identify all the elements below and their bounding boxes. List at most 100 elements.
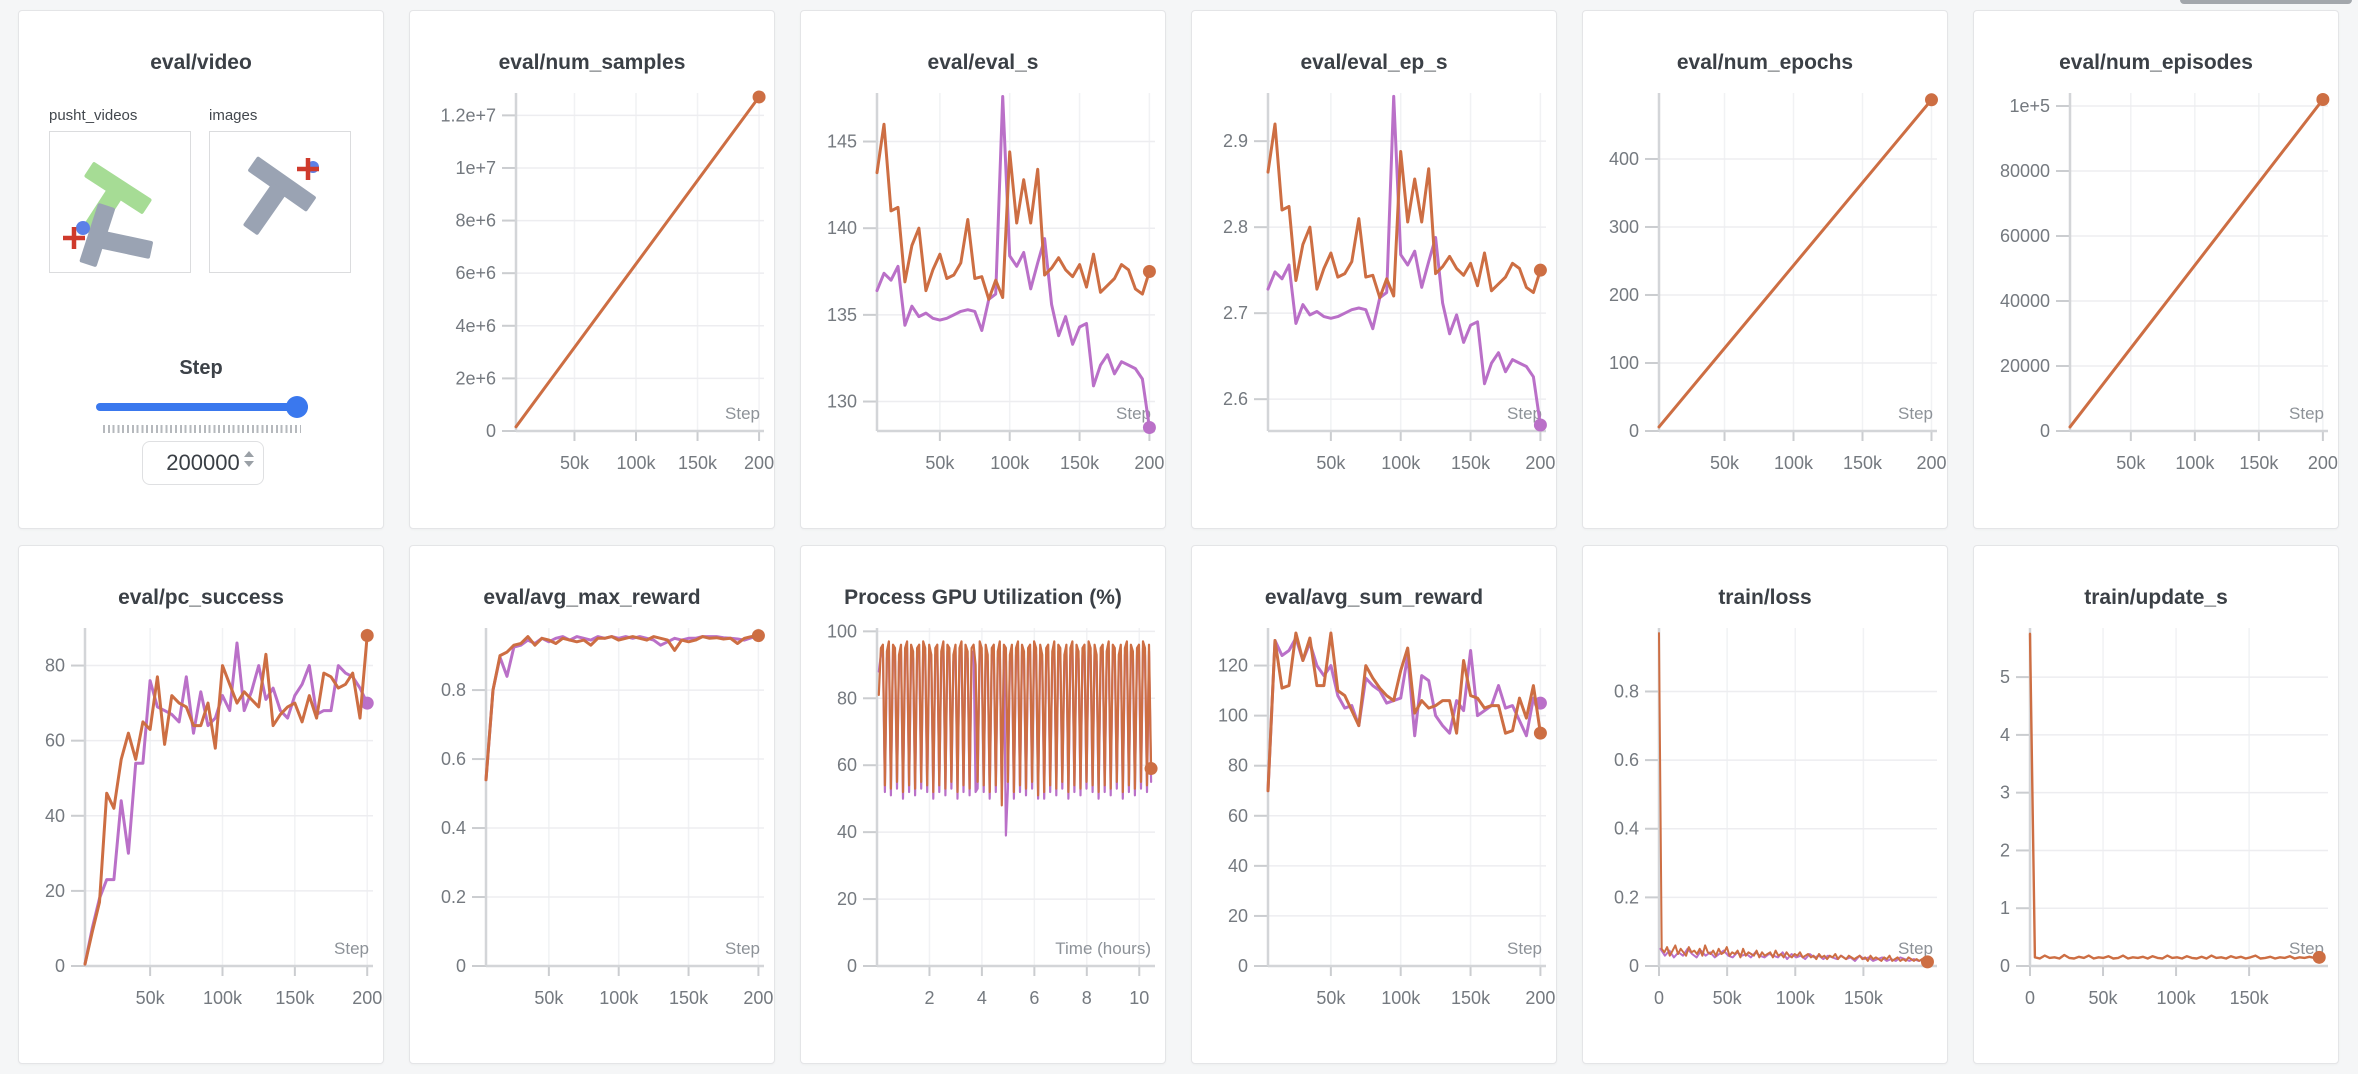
svg-text:100: 100 — [1609, 353, 1639, 373]
svg-text:80: 80 — [45, 656, 65, 676]
increment-icon[interactable] — [244, 451, 254, 457]
svg-text:300: 300 — [1609, 217, 1639, 237]
media-pusht-videos[interactable]: pusht_videos — [49, 107, 191, 273]
svg-text:80: 80 — [837, 688, 857, 708]
pusht-video-thumbnail[interactable] — [49, 131, 191, 273]
panel-eval-video[interactable]: eval/video pusht_videos images — [18, 10, 384, 529]
chart-title: eval/num_episodes — [2059, 51, 2253, 74]
svg-text:0: 0 — [1238, 956, 1248, 976]
media-label: pusht_videos — [49, 107, 138, 124]
chart-title: eval/num_epochs — [1676, 51, 1854, 74]
svg-text:0.6: 0.6 — [1614, 750, 1639, 770]
svg-text:0.4: 0.4 — [1614, 819, 1639, 839]
step-input-box[interactable] — [142, 441, 264, 485]
svg-text:140: 140 — [827, 218, 857, 238]
svg-text:50k: 50k — [560, 453, 590, 473]
svg-text:Step: Step — [1898, 404, 1933, 423]
panel-eval-eval-ep-s[interactable]: eval/eval_ep_s 50k 100k 150k 200 2.6 2.7 2.8 2.… — [1191, 10, 1557, 529]
svg-text:1e+7: 1e+7 — [455, 158, 496, 178]
svg-text:Step: Step — [2289, 404, 2324, 423]
svg-text:2.6: 2.6 — [1223, 389, 1248, 409]
svg-text:100k: 100k — [1776, 988, 1816, 1008]
svg-text:40: 40 — [1228, 856, 1248, 876]
svg-text:100: 100 — [1218, 706, 1248, 726]
panel-eval-num-epochs[interactable]: eval/num_epochs 50k 100k 150k 200 0 100 200 300… — [1582, 10, 1948, 529]
panel-eval-avg-sum-reward[interactable]: eval/avg_sum_reward 50k 100k 150k 200 0 20 40 6… — [1191, 545, 1557, 1064]
panel-eval-num-samples[interactable]: eval/num_samples 50k 100k 150k 200 0 2e+6 4e+6… — [409, 10, 775, 529]
chart-canvas[interactable]: 50k 100k 150k 200 0 0.2 0.4 0.6 0.8 Step — [410, 614, 776, 1044]
chart-title: eval/eval_ep_s — [1300, 51, 1448, 74]
svg-text:400: 400 — [1609, 149, 1639, 169]
panel-train-update-s[interactable]: train/update_s 0 50k 100k 150k 0 1 2 3 4 5 Step — [1973, 545, 2339, 1064]
svg-text:2e+6: 2e+6 — [455, 368, 496, 388]
svg-text:2.7: 2.7 — [1223, 303, 1248, 323]
svg-text:2: 2 — [924, 988, 934, 1008]
chart-title: train/update_s — [2084, 586, 2228, 609]
target-cross — [297, 158, 319, 180]
svg-text:100k: 100k — [2175, 453, 2215, 473]
svg-text:60: 60 — [837, 755, 857, 775]
chart-title: eval/eval_s — [927, 51, 1039, 74]
top-right-ui-fragment — [2180, 0, 2352, 4]
svg-text:0: 0 — [55, 956, 65, 976]
svg-text:0: 0 — [2000, 956, 2010, 976]
chart-canvas[interactable]: 50k 100k 150k 200 0 20 40 60 80 Step — [19, 614, 385, 1044]
media-images[interactable]: images — [209, 107, 351, 273]
chart-canvas[interactable]: 50k 100k 150k 200 0 20 40 60 80 100 120 Step — [1192, 614, 1558, 1044]
decrement-icon[interactable] — [244, 461, 254, 467]
chart-canvas[interactable]: 50k 100k 150k 200 0 20000 40000 60000 80000 1e+5 S… — [1974, 79, 2340, 509]
svg-text:100: 100 — [827, 621, 857, 641]
svg-text:80: 80 — [1228, 756, 1248, 776]
panel-eval-eval-s[interactable]: eval/eval_s 50k 100k 150k 200 130 135 140 145 St… — [800, 10, 1166, 529]
chart-title: eval/avg_max_reward — [483, 586, 701, 609]
svg-text:200: 200 — [1525, 988, 1555, 1008]
chart-canvas[interactable]: 50k 100k 150k 200 2.6 2.7 2.8 2.9 Step — [1192, 79, 1558, 509]
agent-dot — [76, 221, 90, 235]
svg-text:20: 20 — [837, 889, 857, 909]
panel-train-loss[interactable]: train/loss 0 50k 100k 150k 0 0.2 0.4 0.6 0.8 Step — [1582, 545, 1948, 1064]
chart-canvas[interactable]: 50k 100k 150k 200 0 2e+6 4e+6 6e+6 8e+6 1e+7 1.2e+… — [410, 79, 776, 509]
panel-eval-num-episodes[interactable]: eval/num_episodes 50k 100k 150k 200 0 20000 40… — [1973, 10, 2339, 529]
svg-text:120: 120 — [1218, 656, 1248, 676]
svg-text:200: 200 — [2308, 453, 2338, 473]
svg-text:80000: 80000 — [2000, 161, 2050, 181]
media-label: images — [209, 107, 258, 124]
step-stepper[interactable] — [244, 451, 254, 467]
svg-text:150k: 150k — [1451, 453, 1491, 473]
step-slider-thumb[interactable] — [286, 396, 308, 418]
svg-text:0: 0 — [2025, 988, 2035, 1008]
step-input[interactable] — [159, 449, 247, 477]
svg-text:100k: 100k — [1381, 988, 1421, 1008]
svg-text:40000: 40000 — [2000, 291, 2050, 311]
svg-text:100k: 100k — [599, 988, 639, 1008]
svg-text:100k: 100k — [990, 453, 1030, 473]
panel-eval-pc-success[interactable]: eval/pc_success 50k 100k 150k 200 0 20 40 60 80 S… — [18, 545, 384, 1064]
svg-text:200: 200 — [1609, 285, 1639, 305]
chart-canvas[interactable]: 50k 100k 150k 200 0 100 200 300 400 Step — [1583, 79, 1949, 509]
target-cross — [63, 227, 85, 249]
svg-text:3: 3 — [2000, 783, 2010, 803]
svg-text:60000: 60000 — [2000, 226, 2050, 246]
images-thumbnail[interactable] — [209, 131, 351, 273]
svg-text:150k: 150k — [669, 988, 709, 1008]
chart-canvas[interactable]: 50k 100k 150k 200 130 135 140 145 Step — [801, 79, 1167, 509]
svg-text:Step: Step — [725, 404, 760, 423]
svg-text:50k: 50k — [1710, 453, 1740, 473]
svg-text:0.8: 0.8 — [441, 680, 466, 700]
step-slider-track[interactable] — [96, 403, 308, 411]
panel-eval-avg-max-reward[interactable]: eval/avg_max_reward 50k 100k 150k 200 0 0.2 0.… — [409, 545, 775, 1064]
svg-text:2.9: 2.9 — [1223, 131, 1248, 151]
chart-canvas[interactable]: 0 50k 100k 150k 0 0.2 0.4 0.6 0.8 Step — [1583, 614, 1949, 1044]
chart-title: Process GPU Utilization (%) — [844, 586, 1122, 609]
svg-text:40: 40 — [45, 806, 65, 826]
panel-gpu-utilization[interactable]: Process GPU Utilization (%) 2 4 6 8 10 0 20 40 6… — [800, 545, 1166, 1064]
chart-title: eval/num_samples — [498, 51, 686, 74]
svg-text:50k: 50k — [2116, 453, 2146, 473]
svg-text:50k: 50k — [534, 988, 564, 1008]
chart-title: train/loss — [1718, 586, 1812, 609]
svg-text:0.8: 0.8 — [1614, 681, 1639, 701]
svg-text:0: 0 — [1629, 421, 1639, 441]
svg-text:135: 135 — [827, 305, 857, 325]
